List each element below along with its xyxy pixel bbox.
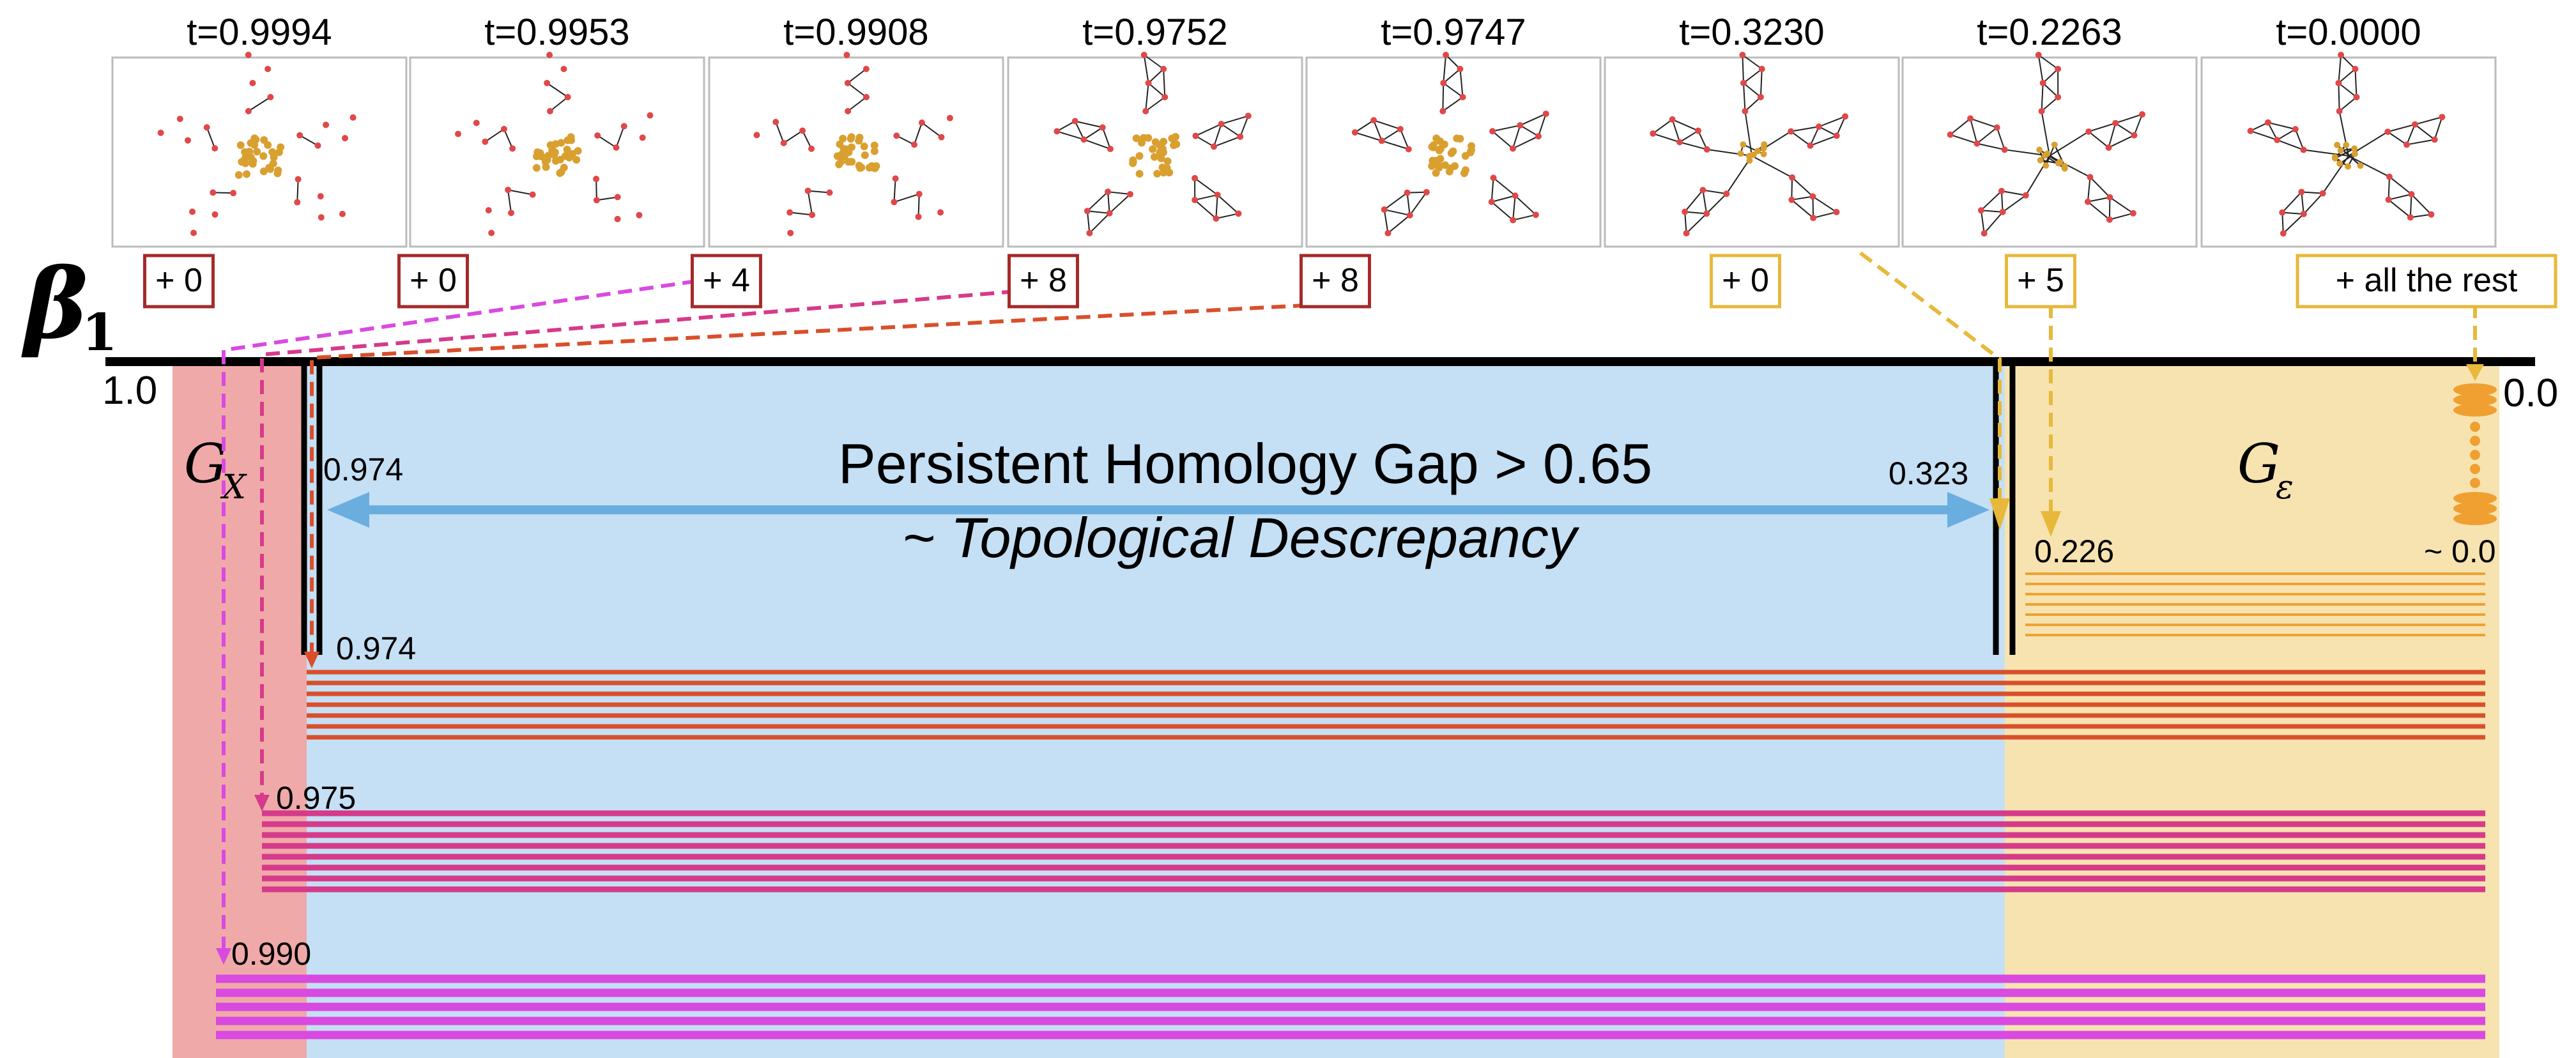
added-cycles-badge [1710, 254, 1781, 309]
added-cycles-badge [143, 254, 215, 309]
beta-subscript: 1 [82, 302, 118, 362]
graph-snapshots: t=0.9994 + 0 t=0.9953 + 0 t=0.9908 + 4 t=0.975… [111, 12, 2557, 309]
added-cycles-badge [397, 254, 469, 309]
snapshot-graph [157, 52, 356, 236]
added-cycles-badge-text: + all the rest [2336, 262, 2518, 299]
snapshot-graph [753, 52, 953, 236]
added-cycles-badge [1008, 254, 1079, 309]
geps-region [2005, 362, 2499, 1058]
beta-symbol: β [21, 248, 88, 360]
snapshot-panel [2200, 56, 2497, 248]
snapshot-t-label: t=0.9752 [1082, 12, 1227, 53]
added-cycles-badge-text: + 4 [703, 262, 750, 299]
snapshot-graph [1650, 52, 1849, 237]
snapshot-graph [2247, 52, 2446, 237]
geps-label: G [2237, 433, 2280, 495]
snapshot-graph [455, 52, 654, 236]
group-label-0975: 0.975 [276, 780, 356, 816]
group-label-0974: 0.974 [336, 631, 416, 666]
snapshot-t-label: t=0.9747 [1381, 12, 1526, 53]
gx-label: G [184, 433, 227, 495]
gx-region [172, 362, 307, 1058]
gap-subtitle: ~ Topological Descrepancy [902, 506, 1580, 569]
added-cycles-badge-text: + 5 [2017, 262, 2064, 299]
geps-label-sub: ε [2276, 468, 2294, 507]
gap-title: Persistent Homology Gap > 0.65 [838, 432, 1652, 495]
gap-arrow-right-head [1947, 492, 1989, 528]
snapshot-t-label: t=0.0000 [2276, 12, 2421, 53]
group-label-00: ~ 0.0 [2424, 533, 2496, 569]
added-cycles-badge-text: + 8 [1312, 262, 1359, 299]
snapshot-panel [708, 56, 1004, 248]
snapshot-graph [1947, 52, 2145, 237]
group-label-0990: 0.990 [231, 936, 311, 972]
gap-region [307, 362, 2005, 1058]
gap-left-value: 0.974 [323, 452, 403, 487]
added-cycles-badge-text: + 8 [1020, 262, 1067, 299]
snapshot-t-label: t=0.3230 [1679, 12, 1824, 53]
added-cycles-badge [2296, 254, 2557, 309]
gap-arrow-left-head [327, 492, 369, 528]
arrow-plus4 [222, 279, 697, 952]
added-cycles-badge-text: + 0 [410, 262, 457, 299]
axis-left-label: 1.0 [102, 369, 157, 413]
arrow-t0323 [1859, 251, 2002, 505]
added-cycles-badge-text: + 0 [155, 262, 203, 299]
axis-right-label: 0.0 [2503, 371, 2558, 415]
added-cycles-badge [2005, 254, 2076, 309]
connector-arrows [222, 251, 2477, 952]
snapshot-t-label: t=0.9953 [484, 12, 629, 53]
all-rest-stack [2453, 383, 2497, 525]
group-label-0226: 0.226 [2034, 533, 2114, 569]
arrow-plus8a [260, 289, 1016, 799]
snapshot-graph [1054, 52, 1252, 236]
snapshot-t-label: t=0.9994 [187, 12, 332, 53]
snapshot-t-label: t=0.9908 [783, 12, 928, 53]
barcode-bars [216, 572, 2485, 1039]
added-cycles-badge-text: + 0 [1722, 262, 1769, 299]
connector-arrowheads [216, 364, 2484, 965]
snapshot-t-label: t=0.2263 [1977, 12, 2122, 53]
arrow-plus8b [310, 302, 1330, 655]
snapshot-graph [1351, 52, 1549, 236]
gap-right-value: 0.323 [1889, 456, 1968, 491]
added-cycles-badge [1300, 254, 1371, 309]
added-cycles-badge [691, 254, 762, 309]
